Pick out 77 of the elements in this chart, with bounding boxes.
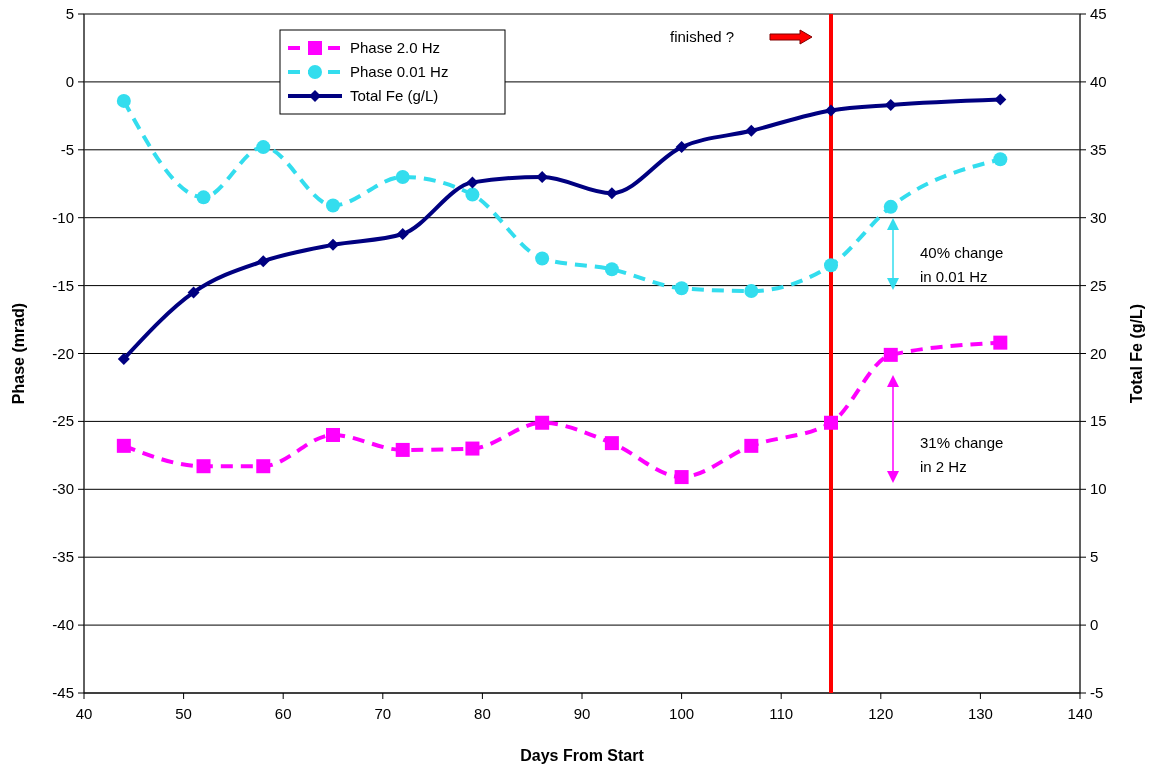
y2-tick-label: 5 [1090,548,1099,566]
y2-axis-title: Total Fe (g/L) [1128,303,1145,404]
x-tick-label: 60 [274,705,292,722]
x-tick-label: 110 [769,705,794,722]
point [824,415,838,430]
y-tick-label: 5 [65,5,74,22]
point [465,187,480,202]
x-tick-label: 90 [573,705,591,722]
annotation: 40% change in 0.01 Hz [920,244,1004,285]
x-tick-label: 100 [669,705,695,722]
y2-tick-label: 30 [1090,208,1107,226]
legend-label: Phase 2.0 Hz [350,39,441,56]
point [675,141,688,154]
y2-tick-label: 35 [1090,140,1107,158]
point [257,255,270,268]
annotation: finished ? [670,28,735,45]
point [326,198,340,213]
point [395,169,410,184]
point [466,176,479,189]
y-tick-label: -25 [52,412,74,430]
point [745,124,758,137]
y-tick-label: -10 [52,208,74,226]
point [744,284,759,299]
x-tick-label: 120 [868,705,894,722]
point [196,190,211,205]
y-tick-label: -35 [52,548,74,566]
y2-tick-label: 15 [1090,412,1107,430]
x-tick-label: 40 [75,705,93,722]
point [883,199,898,214]
y2-tick-label: 25 [1090,276,1107,294]
point [187,286,200,299]
y2-tick-label: 0 [1090,616,1099,634]
point [883,347,898,362]
point [535,415,550,430]
point [674,281,689,296]
point [535,251,550,266]
point [604,436,619,451]
x-tick-label: 130 [967,705,993,722]
legend-label: Total Fe (g/L) [350,87,439,104]
x-tick-label: 140 [1067,705,1093,722]
x-tick-label: 50 [175,705,192,722]
point [395,442,410,457]
annotation: 31% change in 2 Hz [920,434,1004,475]
point [674,470,689,485]
legend-label: Phase 0.01 Hz [350,63,449,80]
point [116,438,131,453]
point [256,140,271,155]
point [604,262,619,277]
y-tick-label: -30 [52,480,74,498]
point [116,93,131,108]
point [993,152,1008,167]
point [744,438,759,453]
y2-tick-label: 20 [1090,344,1107,362]
y-tick-label: -20 [52,344,74,362]
y2-tick-label: 40 [1090,72,1107,90]
y-tick-label: -15 [52,276,74,294]
point [465,441,480,456]
y2-tick-label: 45 [1090,5,1107,22]
x-tick-label: 70 [374,705,392,722]
point [117,352,130,365]
y2-tick-label: 10 [1090,480,1107,498]
y-tick-label: 0 [65,72,74,90]
x-tick-label: 80 [474,705,491,722]
point [326,427,340,442]
y-tick-label: -5 [60,140,74,158]
point [396,228,409,240]
y2-tick-label: -5 [1090,684,1104,701]
x-axis-title: Days From Start [520,747,645,764]
point [993,335,1008,350]
y-tick-label: -40 [52,616,74,634]
point [196,459,211,474]
point [825,104,837,117]
point [256,459,271,474]
point [327,238,339,251]
y-axis-title: Phase (mrad) [10,302,27,405]
y-tick-label: -45 [52,684,74,701]
point [824,258,838,273]
